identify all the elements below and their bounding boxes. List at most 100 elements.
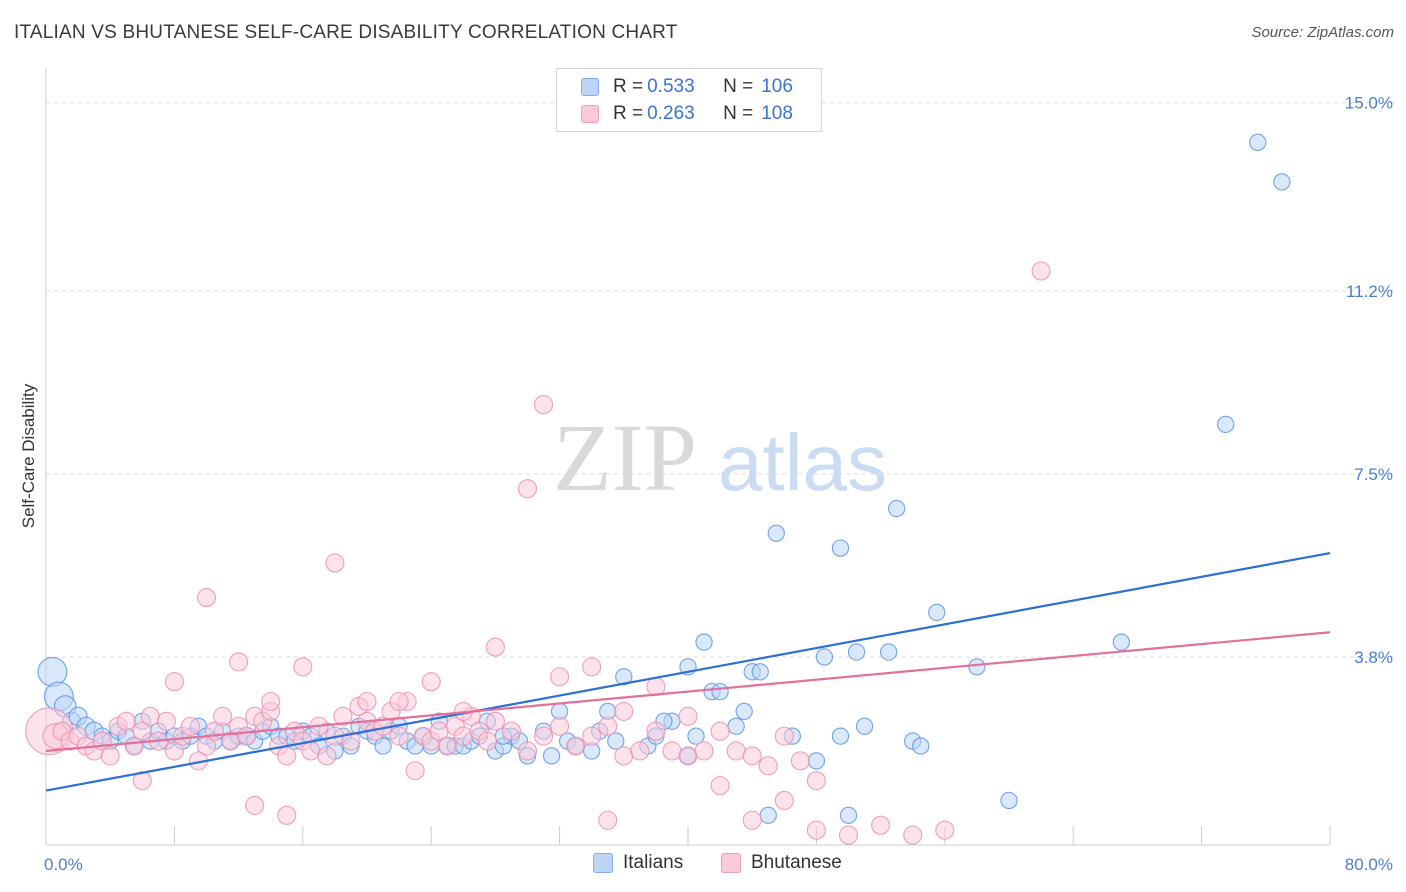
data-point-bhutanese [806,820,826,840]
data-point-bhutanese [758,756,778,776]
legend-n-label: N = [723,76,754,97]
data-point-italians [855,717,874,735]
legend-n-value: 108 [761,103,793,124]
data-point-bhutanese [453,726,473,746]
data-point-italians [727,717,745,735]
data-point-italians [607,732,625,750]
data-point-italians [839,806,858,824]
legend-item-italians: Italians [593,852,683,874]
data-point-bhutanese [245,795,265,815]
data-point-bhutanese [838,825,859,845]
data-point-bhutanese [517,741,538,761]
legend-label-italians: Italians [623,852,684,873]
legend-n-label: N = [723,103,754,124]
data-point-italians [815,648,834,666]
data-point-bhutanese [501,721,522,741]
data-point-bhutanese [196,588,217,608]
data-point-bhutanese [485,711,505,731]
chart-title: ITALIAN VS BHUTANESE SELF-CARE DISABILIT… [14,22,678,43]
data-point-bhutanese [293,657,313,677]
trendline-bhutanese [45,631,1331,753]
data-point-bhutanese [935,820,955,840]
legend-row-bhutanese: R = 0.263 N = 108 [581,102,793,126]
data-point-italians [767,524,785,542]
data-point-italians [37,656,68,687]
legend-r-value: 0.263 [647,103,695,124]
data-point-italians [807,752,826,770]
legend-swatch-italians [593,853,613,873]
data-point-bhutanese [437,736,457,756]
data-point-bhutanese [533,395,554,415]
data-point-bhutanese [180,716,200,736]
source-label: Source: ZipAtlas.com [1251,24,1394,41]
data-point-bhutanese [582,657,602,677]
data-point-bhutanese [1031,261,1051,281]
data-point-bhutanese [389,726,409,746]
data-point-bhutanese [477,731,497,751]
correlation-legend: R = 0.533 N = 106 R = 0.263 N = 108 [556,68,822,132]
data-point-bhutanese [341,731,361,751]
data-point-italians [759,806,777,824]
data-point-italians [968,658,986,676]
data-point-bhutanese [357,691,377,712]
data-point-bhutanese [317,746,337,766]
data-point-bhutanese [164,672,184,692]
data-point-bhutanese [582,726,602,746]
data-point-italians [1217,415,1235,434]
data-point-bhutanese [533,726,554,746]
data-point-bhutanese [742,810,762,830]
y-tick-label: 3.8% [1354,648,1393,667]
data-point-bhutanese [325,553,345,573]
legend-n-value: 106 [761,76,793,97]
data-point-italians [615,668,633,686]
data-point-bhutanese [485,637,505,657]
y-tick-labels: 3.8% 7.5% 11.2% 15.0% [1345,94,1393,667]
x-tick-label: 80.0% [1345,855,1393,874]
legend-r-label: R = [613,103,644,124]
data-point-italians [1273,173,1291,191]
data-point-bhutanese [421,672,441,692]
data-point-bhutanese [405,761,425,781]
data-point-bhutanese [774,790,794,811]
data-point-italians [831,727,850,745]
legend-row-italians: R = 0.533 N = 106 [581,75,793,99]
data-point-bhutanese [710,776,730,796]
data-point-bhutanese [710,721,730,741]
data-point-bhutanese [806,771,826,791]
trendlines [45,551,1331,792]
data-point-bhutanese [156,711,176,731]
data-point-bhutanese [598,716,618,736]
data-point-bhutanese [140,706,160,726]
x-tick-label: 0.0% [44,855,83,874]
data-point-bhutanese [646,721,666,741]
data-point-italians [1112,633,1131,651]
data-point-bhutanese [903,825,923,845]
legend-swatch-bhutanese [721,853,741,873]
data-point-bhutanese [333,706,353,726]
data-point-bhutanese [630,741,650,761]
y-tick-label: 7.5% [1354,465,1393,484]
legend-r-label: R = [613,76,644,97]
data-point-italians [928,603,946,622]
data-point-italians [751,663,769,681]
axes [45,68,1331,846]
watermark-atlas: atlas [718,418,887,507]
legend-swatch-bhutanese [581,105,599,123]
data-point-bhutanese [229,652,249,672]
data-point-bhutanese [116,711,136,731]
data-point-bhutanese [790,751,810,771]
data-point-bhutanese [726,741,746,761]
data-point-italians [912,737,930,755]
data-point-italians [374,737,392,755]
data-point-italians [1249,133,1267,151]
data-point-bhutanese [389,691,409,712]
data-point-bhutanese [301,741,321,761]
watermark: ZIP atlas [553,404,887,511]
data-point-bhutanese [517,479,538,499]
data-point-bhutanese [277,805,297,825]
data-point-italians [735,702,753,721]
legend-label-bhutanese: Bhutanese [751,852,842,873]
legend-swatch-italians [581,78,599,96]
trendline-italians [45,551,1331,792]
